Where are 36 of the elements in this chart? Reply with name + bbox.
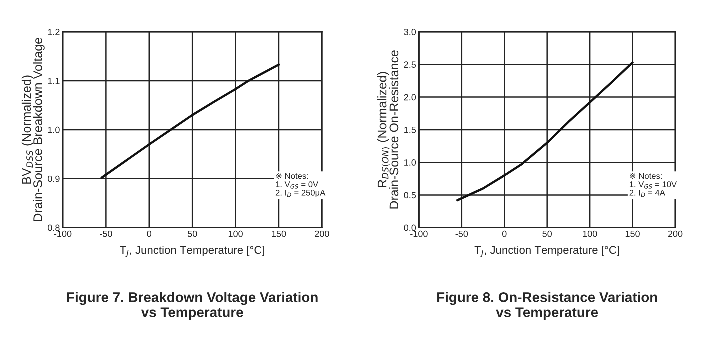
y-tick-label: 2.5 xyxy=(404,62,416,68)
x-axis-title: T$_{J}$, Junction Temperature [°C] xyxy=(120,246,264,258)
x-tick-label: 150 xyxy=(626,230,640,238)
x-tick-label: -100 xyxy=(410,230,428,238)
x-tick-label: -100 xyxy=(54,230,72,238)
line-series xyxy=(456,62,634,202)
y-axis-title: R$_{DS(ON)}$ (Normalized) Drain-Source On-Resistance xyxy=(378,50,399,209)
y-tick-label: 1.0 xyxy=(404,160,416,166)
x-tick-label: 100 xyxy=(228,230,243,238)
text: ※ Notes: 1. V$_{GS}$ = 10V 2. I$_{D}$ = 4A xyxy=(630,173,677,198)
x-tick-label: -50 xyxy=(100,230,112,238)
y-tick-label: 1.5 xyxy=(404,127,416,134)
x-tick-label: 50 xyxy=(188,230,198,238)
x-tick-label: 50 xyxy=(542,230,552,238)
y-tick-label: 1.1 xyxy=(48,78,60,84)
y-tick-label: 3.0 xyxy=(404,29,416,36)
x-tick-label: 100 xyxy=(583,230,598,238)
text: ※ Notes: 1. V$_{GS}$ = 0V 2. I$_{D}$ = 250μA xyxy=(276,173,326,198)
y-tick-label: 0.0 xyxy=(404,224,416,232)
y-tick-label: 2.0 xyxy=(404,94,416,101)
x-axis-title: T$_{J}$, Junction Temperature [°C] xyxy=(474,246,620,258)
x-tick-label: 200 xyxy=(315,230,330,238)
x-tick-label: -50 xyxy=(456,230,468,238)
text: Figure 8. On-Resistance Variation vs Temperature xyxy=(438,292,658,320)
x-tick-label: 0 xyxy=(502,230,507,238)
y-tick-label: 1.0 xyxy=(48,126,60,134)
y-tick-label: 0.5 xyxy=(404,192,416,199)
y-tick-label: 0.8 xyxy=(48,224,60,232)
x-tick-label: 0 xyxy=(147,230,152,238)
x-tick-label: 150 xyxy=(272,230,286,238)
line-series xyxy=(100,64,280,180)
y-tick-label: 0.9 xyxy=(48,176,60,182)
y-tick-label: 1.2 xyxy=(48,29,60,36)
x-tick-label: 200 xyxy=(668,230,683,238)
text: Figure 7. Breakdown Voltage Variation vs Temperature xyxy=(67,292,318,320)
y-axis-title: BV$_{DSS}$ (Normalized) Drain-Source Breakdown Voltage xyxy=(22,38,45,222)
